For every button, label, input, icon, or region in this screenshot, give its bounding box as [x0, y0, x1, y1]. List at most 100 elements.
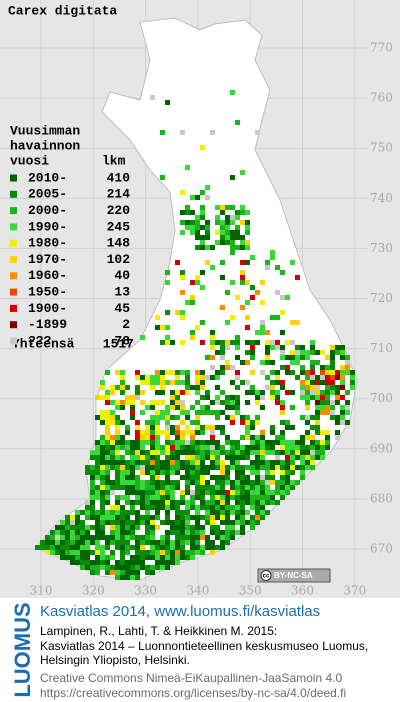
record-square	[260, 505, 265, 510]
record-square	[340, 365, 345, 370]
record-square	[320, 440, 325, 445]
record-square	[80, 530, 85, 535]
record-square	[220, 225, 225, 230]
record-square	[170, 445, 175, 450]
record-square	[165, 495, 170, 500]
record-square	[210, 400, 215, 405]
record-square	[200, 485, 205, 490]
record-square	[135, 515, 140, 520]
record-square	[170, 560, 175, 565]
badge-frame	[257, 568, 331, 583]
record-square	[335, 435, 340, 440]
record-square	[330, 355, 335, 360]
record-square	[215, 340, 220, 345]
record-square	[230, 235, 235, 240]
license-url[interactable]: https://creativecommons.org/licenses/by-…	[40, 686, 346, 700]
record-square	[95, 530, 100, 535]
record-square	[235, 225, 240, 230]
record-square	[240, 465, 245, 470]
record-square	[315, 360, 320, 365]
record-square	[215, 425, 220, 430]
record-square	[270, 425, 275, 430]
record-square	[165, 405, 170, 410]
record-square	[165, 540, 170, 545]
record-square	[220, 425, 225, 430]
record-square	[105, 470, 110, 475]
record-square	[155, 390, 160, 395]
record-square	[175, 505, 180, 510]
record-square	[255, 460, 260, 465]
record-square	[125, 465, 130, 470]
record-square	[60, 545, 65, 550]
record-square	[160, 450, 165, 455]
record-square	[290, 440, 295, 445]
record-square	[250, 465, 255, 470]
record-square	[200, 490, 205, 495]
record-square	[75, 550, 80, 555]
record-square	[325, 410, 330, 415]
record-square	[185, 505, 190, 510]
record-square	[310, 445, 315, 450]
record-square	[130, 490, 135, 495]
record-square	[240, 305, 245, 310]
record-square	[105, 545, 110, 550]
record-square	[185, 550, 190, 555]
record-square	[205, 505, 210, 510]
record-square	[345, 355, 350, 360]
record-square	[150, 565, 155, 570]
record-square	[140, 550, 145, 555]
record-square	[300, 460, 305, 465]
record-square	[120, 390, 125, 395]
record-square	[130, 560, 135, 565]
record-square	[200, 385, 205, 390]
record-square	[165, 455, 170, 460]
record-square	[250, 460, 255, 465]
record-square	[130, 405, 135, 410]
record-square	[300, 390, 305, 395]
record-square	[195, 195, 200, 200]
record-square	[310, 460, 315, 465]
record-square	[305, 355, 310, 360]
record-square	[335, 375, 340, 380]
record-square	[305, 385, 310, 390]
record-square	[190, 525, 195, 530]
record-square	[220, 515, 225, 520]
record-square	[120, 480, 125, 485]
record-square	[70, 550, 75, 555]
record-square	[160, 375, 165, 380]
record-square	[120, 510, 125, 515]
record-square	[245, 490, 250, 495]
record-square	[230, 245, 235, 250]
record-square	[210, 530, 215, 535]
record-square	[105, 520, 110, 525]
record-square	[230, 450, 235, 455]
record-square	[205, 220, 210, 225]
record-square	[125, 440, 130, 445]
atlas-link[interactable]: Kasviatlas 2014, www.luomus.fi/kasviatla…	[40, 603, 320, 620]
citation-line: Lampinen, R., Lahti, T. & Heikkinen M. 2…	[40, 624, 277, 638]
record-square	[230, 520, 235, 525]
record-square	[105, 445, 110, 450]
record-square	[140, 335, 145, 340]
record-square	[225, 220, 230, 225]
record-square	[200, 475, 205, 480]
record-square	[195, 550, 200, 555]
record-square	[85, 510, 90, 515]
record-square	[120, 495, 125, 500]
record-square	[230, 175, 235, 180]
record-square	[240, 475, 245, 480]
record-square	[190, 435, 195, 440]
record-square	[230, 535, 235, 540]
record-square	[215, 440, 220, 445]
record-square	[75, 525, 80, 530]
record-square	[270, 490, 275, 495]
record-square	[180, 400, 185, 405]
record-square	[225, 435, 230, 440]
record-square	[250, 480, 255, 485]
record-square	[115, 425, 120, 430]
record-square	[220, 275, 225, 280]
record-square	[145, 450, 150, 455]
record-square	[180, 440, 185, 445]
record-square	[175, 440, 180, 445]
record-square	[220, 390, 225, 395]
